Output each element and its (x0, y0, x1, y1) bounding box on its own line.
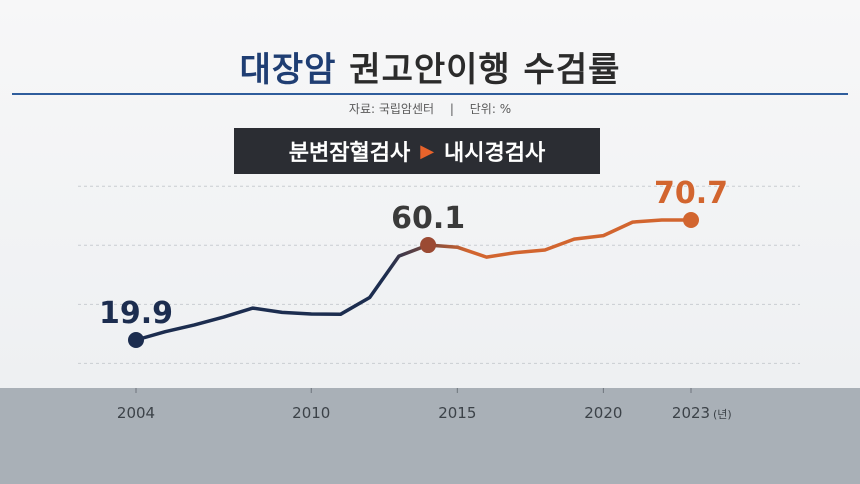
data-point-2023 (683, 212, 699, 228)
x-tick-label-2015: 2015 (438, 404, 476, 422)
x-tick-label-2020: 2020 (584, 404, 622, 422)
data-point-2004 (128, 332, 144, 348)
page-title: 대장암 권고안이행 수검률 (0, 42, 860, 91)
title-accent: 대장암 (239, 50, 337, 90)
x-tick-label-2004: 2004 (117, 404, 155, 422)
data-label-2014: 60.1 (391, 201, 465, 236)
chart-background (0, 0, 860, 388)
title-divider (12, 93, 848, 95)
banner-from: 분변잠혈검사 (288, 141, 411, 166)
x-tick-label-2010: 2010 (292, 404, 330, 422)
transition-banner: 분변잠혈검사 ▶ 내시경검사 (234, 128, 600, 174)
x-unit-label: (년) (713, 408, 732, 421)
source-separator: | (449, 102, 454, 116)
title-rest: 권고안이행 수검률 (349, 50, 621, 90)
data-point-2014 (420, 237, 437, 254)
x-tick-label-2023: 2023 (672, 404, 710, 422)
unit-text: 단위: % (469, 102, 512, 116)
data-label-2004: 19.9 (99, 296, 173, 331)
data-label-2023: 70.7 (654, 176, 728, 211)
banner-to: 내시경검사 (444, 141, 546, 166)
source-text: 자료: 국립암센터 (348, 102, 435, 116)
source-line: 자료: 국립암센터 | 단위: % (0, 100, 860, 117)
axis-band (0, 388, 860, 484)
play-arrow-icon: ▶ (420, 140, 435, 162)
series-line (134, 218, 693, 342)
